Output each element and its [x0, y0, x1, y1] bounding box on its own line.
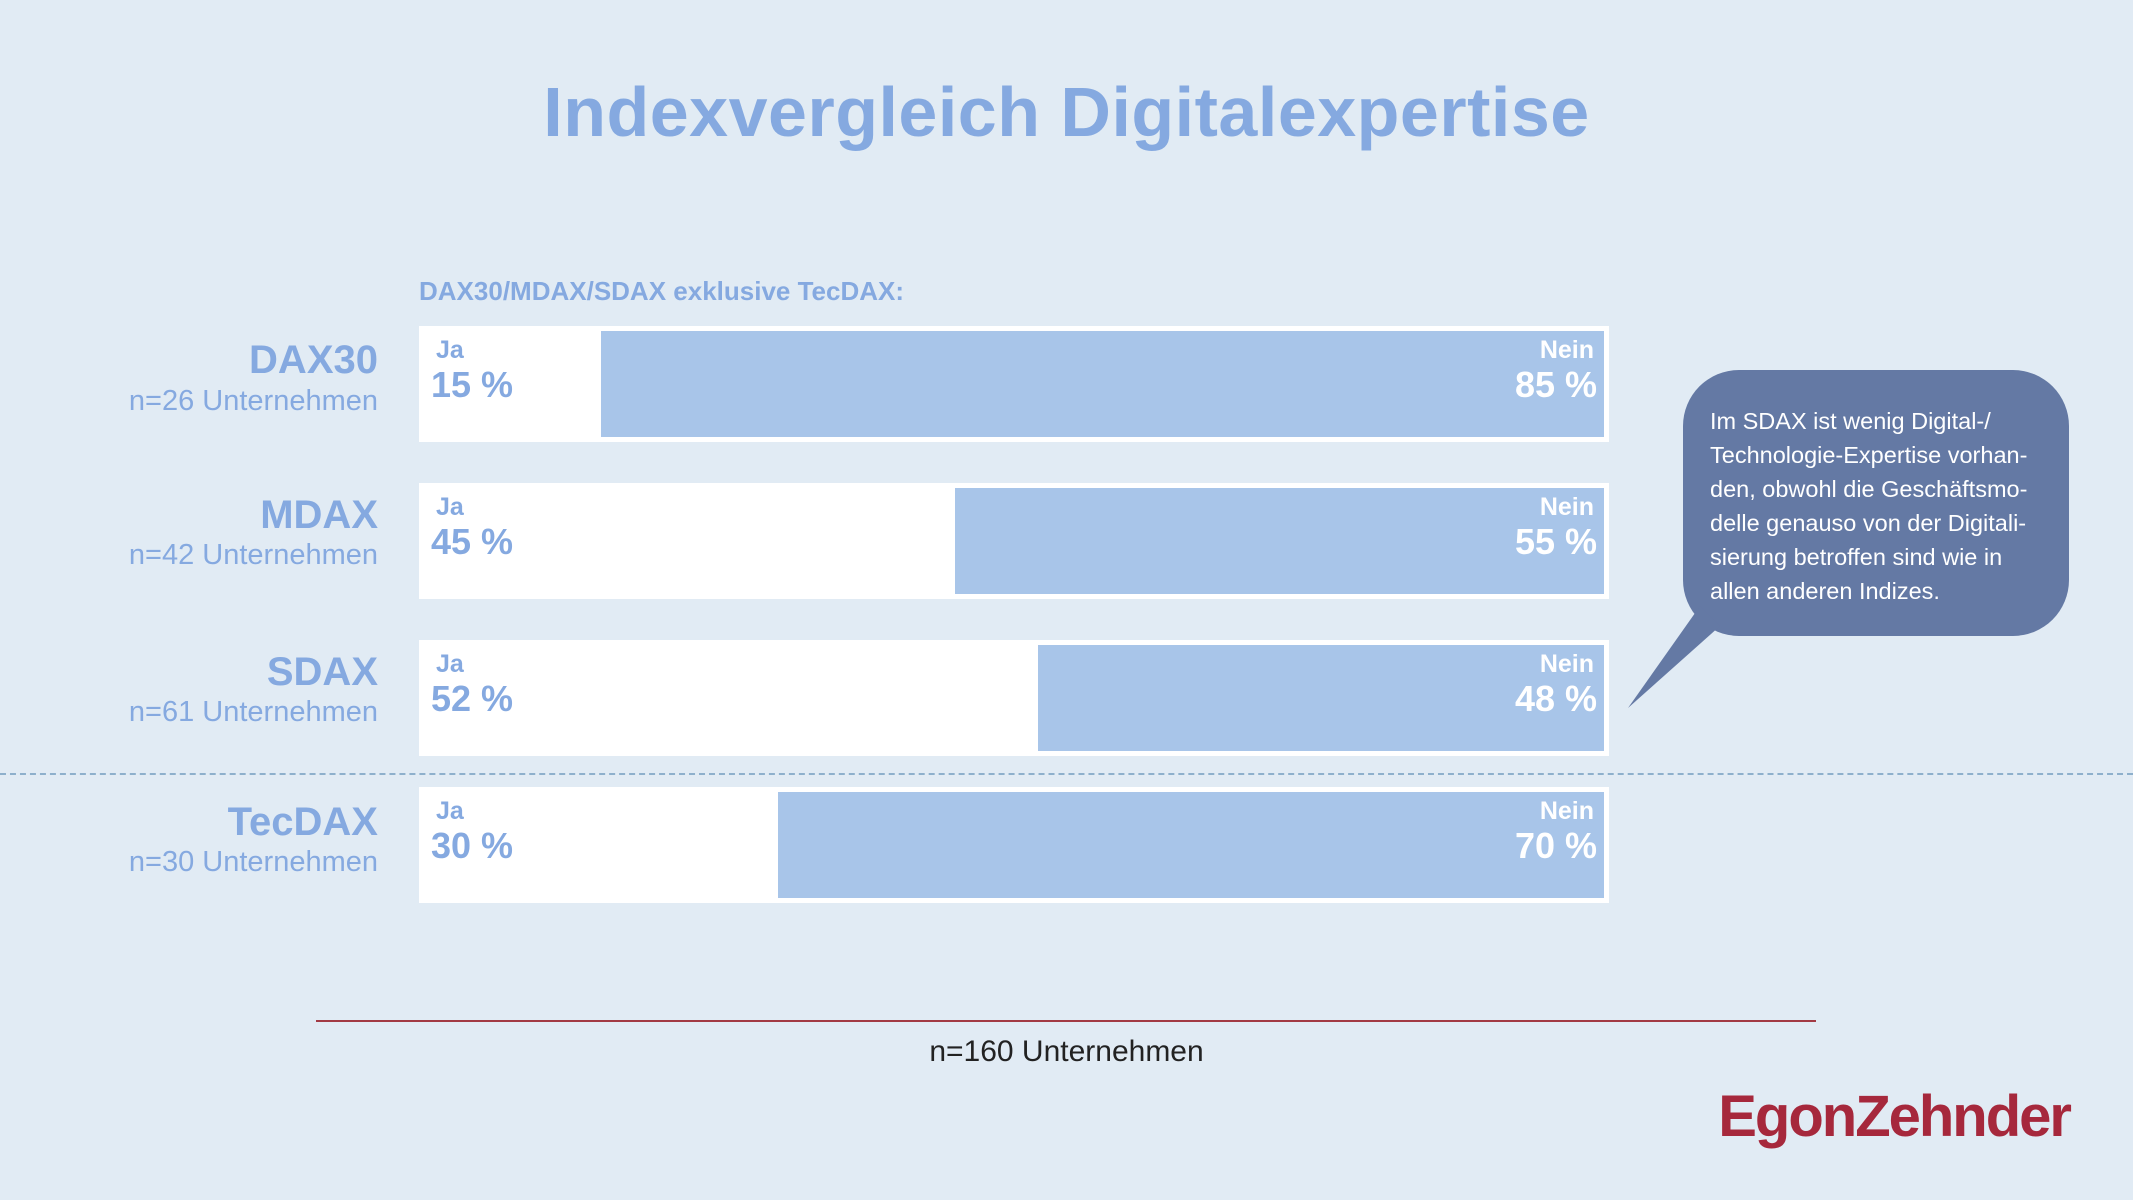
bar-mdax: Ja 45 % Nein 55 % — [419, 483, 1609, 599]
row-sample-size: n=30 Unternehmen — [128, 846, 378, 878]
egon-zehnder-logo: EgonZehnder — [1718, 1084, 2072, 1149]
bar-segment-nein — [955, 488, 1604, 594]
nein-value: 85 % — [1514, 364, 1597, 405]
ja-value: 45 % — [431, 521, 514, 562]
nein-value: 70 % — [1514, 825, 1597, 866]
ja-value: 52 % — [431, 678, 514, 719]
row-sample-size: n=26 Unternehmen — [128, 385, 378, 417]
chart-subtitle: DAX30/MDAX/SDAX exklusive TecDAX: — [419, 276, 905, 306]
bar-dax30: Ja 15 % Nein 85 % — [419, 326, 1609, 442]
bar-segment-nein — [1038, 645, 1604, 751]
nein-label: Nein — [1539, 797, 1594, 825]
row-sample-size: n=42 Unternehmen — [128, 539, 378, 571]
row-sample-size: n=61 Unternehmen — [128, 696, 378, 728]
chart-title: Indexvergleich Digitalexpertise — [543, 73, 1590, 151]
tecdax-divider — [0, 773, 2133, 775]
ja-label: Ja — [436, 797, 464, 825]
callout-bubble — [1683, 370, 2069, 636]
bar-tecdax: Ja 30 % Nein 70 % — [419, 787, 1609, 903]
nein-label: Nein — [1539, 650, 1594, 678]
row-name-tecdax: TecDAX — [227, 800, 378, 844]
bar-segment-nein — [778, 792, 1604, 898]
callout-text: Im SDAX ist wenig Digital-/ Technologie-… — [1710, 408, 2028, 604]
bar-segment-nein — [601, 331, 1604, 437]
row-name-sdax: SDAX — [266, 650, 378, 694]
total-sample-size: n=160 Unternehmen — [929, 1035, 1204, 1068]
nein-value: 48 % — [1514, 678, 1597, 719]
row-name-mdax: MDAX — [260, 493, 378, 537]
nein-label: Nein — [1539, 336, 1594, 364]
footer-rule — [316, 1020, 1816, 1022]
ja-label: Ja — [436, 493, 464, 521]
ja-value: 15 % — [431, 364, 514, 405]
nein-value: 55 % — [1514, 521, 1597, 562]
ja-label: Ja — [436, 336, 464, 364]
bar-sdax: Ja 52 % Nein 48 % — [419, 640, 1609, 756]
nein-label: Nein — [1539, 493, 1594, 521]
ja-label: Ja — [436, 650, 464, 678]
callout-tail — [1628, 606, 1720, 708]
ja-value: 30 % — [431, 825, 514, 866]
row-name-dax30: DAX30 — [249, 338, 378, 382]
